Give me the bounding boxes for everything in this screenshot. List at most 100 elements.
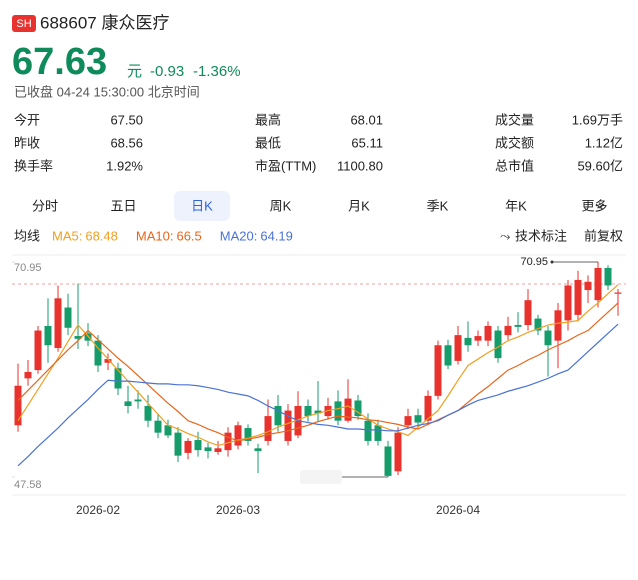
candle-body [54, 298, 62, 349]
more-arrow[interactable] [595, 203, 605, 209]
stat-value: 65.11 [351, 135, 383, 150]
candle-body [564, 285, 572, 321]
tab[interactable]: 分时 [32, 198, 58, 213]
candle-body [254, 448, 262, 452]
tab[interactable]: 五日 [110, 198, 136, 213]
candle-body [124, 401, 132, 406]
stock-name: 688607 康众医疗 [40, 13, 169, 32]
tab[interactable]: 月K [348, 198, 370, 213]
candle-body [434, 345, 442, 396]
stat-value: 1.92% [106, 158, 143, 173]
y-tick-label: 47.58 [14, 479, 42, 491]
stat-value: 67.50 [110, 112, 143, 127]
tab[interactable]: 周K [270, 198, 292, 213]
candle-body [174, 432, 182, 456]
stat-label: 总市值 [495, 158, 534, 173]
stat-label: 今开 [14, 112, 40, 127]
legend-value: 66.5 [176, 228, 201, 243]
candle-body [544, 330, 552, 346]
stat-value: 68.56 [110, 135, 143, 150]
low-marker-box [300, 470, 342, 484]
tab[interactable]: 更多 [581, 198, 607, 213]
candle-body [524, 300, 532, 326]
candle-body [334, 401, 342, 421]
candle-body [534, 318, 542, 331]
tabs: 分时 五日 日K 周K 月K 季K 年K 更多 [32, 198, 608, 213]
candle-body [464, 337, 472, 346]
status: 已收盘 04-24 15:30:00 北京时间 [14, 84, 200, 99]
tab[interactable]: 日K [191, 198, 213, 213]
tab[interactable]: 年K [505, 198, 527, 213]
tech-label[interactable]: 技术标注 [515, 228, 567, 243]
x-tick-label: 2026-02 [76, 503, 120, 517]
tab[interactable]: 季K [427, 198, 449, 213]
stat-label: 昨收 [14, 135, 40, 150]
candle-body [24, 371, 32, 379]
candle-body [14, 385, 22, 426]
candle-body [604, 267, 612, 286]
y-tick-label: 70.95 [14, 262, 42, 274]
candle-body [144, 405, 152, 421]
high-marker-label: 70.95 [520, 256, 548, 268]
candle-body [504, 325, 512, 336]
price: 67.63 [12, 41, 107, 83]
legend-name: MA10: [136, 228, 174, 243]
candle-body [274, 405, 282, 426]
candle-body [244, 428, 252, 441]
candle-body [264, 416, 272, 441]
stat-label: 成交量 [495, 112, 534, 127]
stat-label: 最低 [255, 135, 281, 150]
stat-label: 成交额 [495, 135, 534, 150]
high-marker-dot [550, 260, 554, 264]
legend: MA5: 68.48 MA10: 66.5 MA20: 64.19 [52, 228, 293, 243]
candle-body [304, 405, 312, 417]
candle-body [384, 446, 392, 476]
candle-body [204, 447, 212, 452]
candle-body [164, 425, 172, 436]
plot: 47.58 70.95 2026-02 2026-03 2026-04 70.95 [12, 256, 626, 517]
candle-body [34, 330, 42, 371]
candle-body [44, 325, 52, 346]
candle-body [64, 307, 72, 328]
ma-line [17, 302, 619, 442]
candle-body [214, 448, 222, 452]
candle-body [364, 420, 372, 441]
candle-body [474, 336, 482, 341]
candle-body [494, 330, 502, 359]
candle-body [94, 340, 102, 366]
candle-body [554, 310, 562, 341]
market-badge: SH [16, 18, 31, 30]
candle-body [584, 281, 592, 291]
candle-body [114, 368, 122, 389]
legend-name: MA20: [220, 228, 258, 243]
tech-icon: ⤳ [500, 228, 511, 243]
candle-body [414, 415, 422, 423]
candle-body [404, 416, 412, 426]
market-badge-bg [12, 15, 36, 32]
adjust-label[interactable]: 前复权 [584, 228, 623, 243]
ma-label: 均线 [14, 228, 40, 243]
legend-name: MA5: [52, 228, 82, 243]
x-tick-label: 2026-04 [436, 503, 480, 517]
stat-label: 换手率 [14, 158, 53, 173]
stat-value: 1100.80 [337, 158, 383, 173]
candle-body [514, 325, 522, 327]
candle-body [614, 292, 622, 294]
candle-body [184, 440, 192, 453]
legend-value: 64.19 [260, 228, 293, 243]
candle-body [224, 432, 232, 451]
candle-body [394, 432, 402, 472]
candle-body [344, 398, 352, 421]
stat-label: 市盈(TTM) [255, 158, 316, 173]
candle-body [134, 399, 142, 402]
candle-body [424, 395, 432, 421]
candle-body [484, 325, 492, 341]
candle-body [284, 410, 292, 441]
stat-value: 1.12亿 [585, 135, 623, 150]
stat-value: 59.60亿 [577, 158, 623, 173]
candle-body [444, 345, 452, 366]
candle-body [234, 425, 242, 446]
